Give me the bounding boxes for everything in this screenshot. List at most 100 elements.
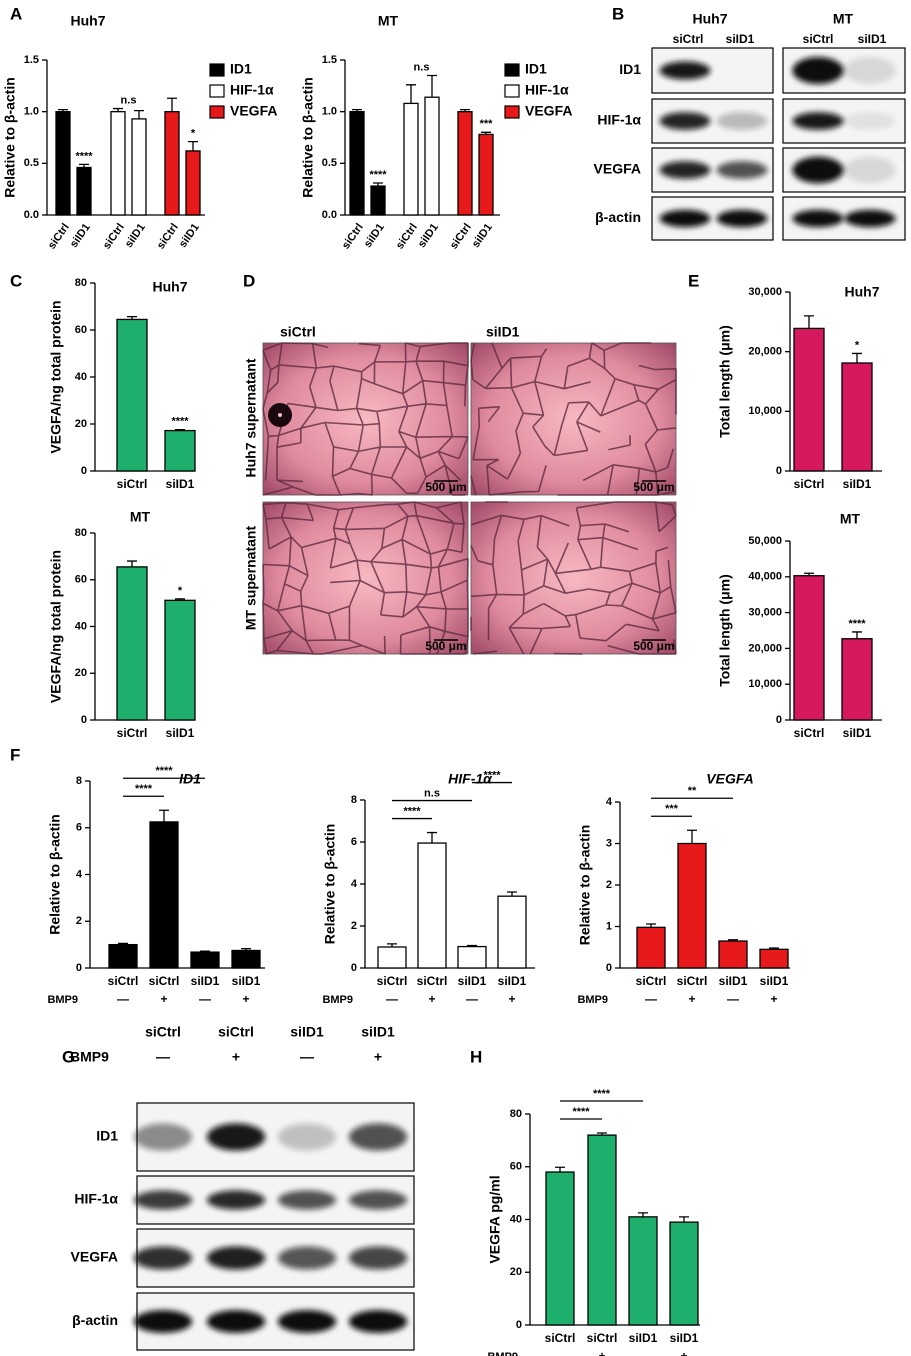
significance: * [855,339,860,351]
blot-band [206,1246,266,1270]
cell-label: MT [833,11,854,27]
x-tick-label: siID1 [629,1331,658,1345]
error-bar [175,428,185,431]
x-tick-label: siID1 [166,726,195,740]
error-bar [679,1216,689,1223]
y-tick-label: 20,000 [748,346,782,358]
bar [403,102,419,216]
bar [636,926,666,969]
scale-bar-label: 500 μm [425,639,466,653]
significance: **** [593,1088,611,1100]
y-tick-label: 1.0 [322,106,337,118]
error-bar [427,831,437,844]
blot-band [659,209,711,228]
row-label: Huh7 supernatant [243,358,259,477]
panel-label: C [10,271,22,290]
error-bar [200,950,210,953]
x-tick-label: siCtrl [340,222,366,252]
error-bar [387,943,397,947]
error-bar [118,942,128,945]
bar [669,1221,699,1326]
y-axis-label: VEGFA pg/ml [487,1175,503,1263]
chart-title: Huh7 [153,279,188,295]
significance: **** [572,1106,590,1118]
error-bar [646,923,656,928]
treatment-value: + [160,992,167,1006]
error-bar [188,140,198,151]
blot-band [844,209,896,228]
x-tick-label: siID1 [232,974,261,988]
y-tick-label: 3 [606,837,612,849]
bar [185,150,201,216]
chart-title: Huh7 [845,284,880,300]
y-tick-label: 0.5 [24,157,39,169]
error-bar [467,944,477,947]
bar [793,575,825,721]
x-tick-label: siID1 [760,974,789,988]
y-axis-label: Total length (μm) [717,325,733,438]
bar [370,185,386,216]
y-tick-label: 6 [76,822,82,834]
error-bar [406,84,416,104]
significance: n.s [121,94,137,106]
x-tick-label: siID1 [670,1331,699,1345]
x-tick-label: siID1 [843,477,872,491]
treatment-value: — [386,992,398,1006]
significance: **** [75,150,93,162]
y-tick-label: 1 [606,920,612,932]
error-bar [638,1212,648,1217]
error-bar [555,1166,565,1173]
x-tick-label: siID1 [719,974,748,988]
y-tick-label: 6 [351,836,357,848]
blot-band [277,1310,337,1333]
significance: **** [848,618,866,630]
x-tick-label: siID1 [166,477,195,491]
y-tick-label: 60 [75,324,87,336]
bar [377,946,407,969]
y-tick-label: 0 [516,1319,522,1331]
blot-band [792,57,844,84]
y-tick-label: 80 [75,527,87,539]
chart-title: Huh7 [71,13,106,29]
y-axis-label: Total length (μm) [717,574,733,687]
y-tick-label: 50,000 [748,535,782,547]
x-tick-label: siID1 [191,974,220,988]
blot-band [792,209,844,228]
y-tick-label: 8 [351,794,357,806]
panel-label: F [10,745,20,764]
blot-band [348,1246,408,1270]
bar [718,940,748,969]
blot-band [659,112,711,130]
y-tick-label: 20 [510,1266,522,1278]
bar [497,895,527,969]
error-bar [352,108,362,112]
blot-band [659,161,711,179]
y-axis-label: Relative to β-actin [577,825,593,946]
blot-band [206,1123,266,1151]
blot-band [844,156,896,184]
panel-label: E [688,271,699,290]
y-tick-label: 80 [510,1108,522,1120]
bar [76,166,92,216]
treatment-value: + [508,992,515,1006]
error-bar [167,97,177,112]
tube-network [470,501,677,655]
error-bar [852,631,862,639]
treatment-value: — [637,1349,649,1356]
bar [587,1134,617,1326]
y-tick-label: 0.0 [322,209,337,221]
scale-bar-label: 500 μm [633,480,674,494]
bar [108,943,138,969]
y-axis-label: VEGFA/ng total protein [48,550,64,703]
legend-label: HIF-1α [525,82,569,98]
x-tick-label: siID1 [123,222,148,250]
error-bar [113,107,123,112]
column-label: siID1 [290,1024,324,1040]
treatment-value: + [242,992,249,1006]
blot-band [792,156,844,184]
significance: **** [135,783,153,795]
x-tick-label: siCtrl [794,477,825,491]
y-tick-label: 8 [76,775,82,787]
bar [110,111,126,216]
row-label: VEGFA [71,1249,118,1265]
